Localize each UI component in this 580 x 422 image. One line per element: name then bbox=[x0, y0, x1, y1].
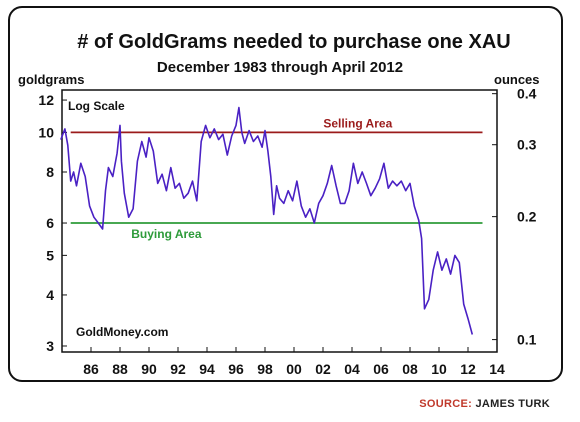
x-tick-label-00: 00 bbox=[286, 361, 302, 377]
y-tick-label-5: 5 bbox=[46, 247, 54, 263]
y-tick-label-3: 3 bbox=[46, 338, 54, 354]
right-axis-label: ounces bbox=[494, 72, 540, 87]
chart-title: # of GoldGrams needed to purchase one XA… bbox=[77, 31, 510, 53]
x-tick-label-86: 86 bbox=[83, 361, 99, 377]
chart-subtitle: December 1983 through April 2012 bbox=[157, 59, 403, 76]
x-tick-label-96: 96 bbox=[228, 361, 244, 377]
x-tick-label-92: 92 bbox=[170, 361, 186, 377]
y-tick-label-12: 12 bbox=[38, 92, 54, 108]
y-tick-label-8: 8 bbox=[46, 164, 54, 180]
x-tick-label-90: 90 bbox=[141, 361, 157, 377]
left-axis-label: goldgrams bbox=[18, 72, 84, 87]
x-tick-label-98: 98 bbox=[257, 361, 273, 377]
source-key: SOURCE: bbox=[419, 398, 473, 410]
right-tick-label-0.1: 0.1 bbox=[517, 332, 537, 348]
y-tick-label-4: 4 bbox=[46, 287, 54, 303]
watermark-label: GoldMoney.com bbox=[76, 325, 168, 339]
chart-frame: # of GoldGrams needed to purchase one XA… bbox=[8, 6, 563, 382]
x-tick-label-10: 10 bbox=[431, 361, 447, 377]
right-tick-label-0.4: 0.4 bbox=[517, 86, 537, 102]
right-tick-label-0.2: 0.2 bbox=[517, 209, 537, 225]
x-tick-label-12: 12 bbox=[460, 361, 476, 377]
x-tick-label-08: 08 bbox=[402, 361, 418, 377]
x-tick-label-88: 88 bbox=[112, 361, 128, 377]
source-value: JAMES TURK bbox=[475, 398, 550, 410]
right-tick-label-0.3: 0.3 bbox=[517, 137, 537, 153]
x-tick-label-06: 06 bbox=[373, 361, 389, 377]
x-tick-label-94: 94 bbox=[199, 361, 215, 377]
source-credit: SOURCE: JAMES TURK bbox=[419, 398, 550, 410]
y-tick-label-10: 10 bbox=[38, 124, 54, 140]
log-scale-note: Log Scale bbox=[68, 99, 125, 113]
plot-area bbox=[61, 89, 498, 353]
y-tick-label-6: 6 bbox=[46, 215, 54, 231]
selling-area-label: Selling Area bbox=[323, 116, 392, 130]
x-tick-label-02: 02 bbox=[315, 361, 331, 377]
buying-area-label: Buying Area bbox=[131, 227, 202, 241]
x-tick-label-04: 04 bbox=[344, 361, 360, 377]
series-line-0 bbox=[60, 106, 474, 335]
chart-svg: # of GoldGrams needed to purchase one XA… bbox=[18, 31, 540, 377]
x-tick-label-14: 14 bbox=[489, 361, 505, 377]
